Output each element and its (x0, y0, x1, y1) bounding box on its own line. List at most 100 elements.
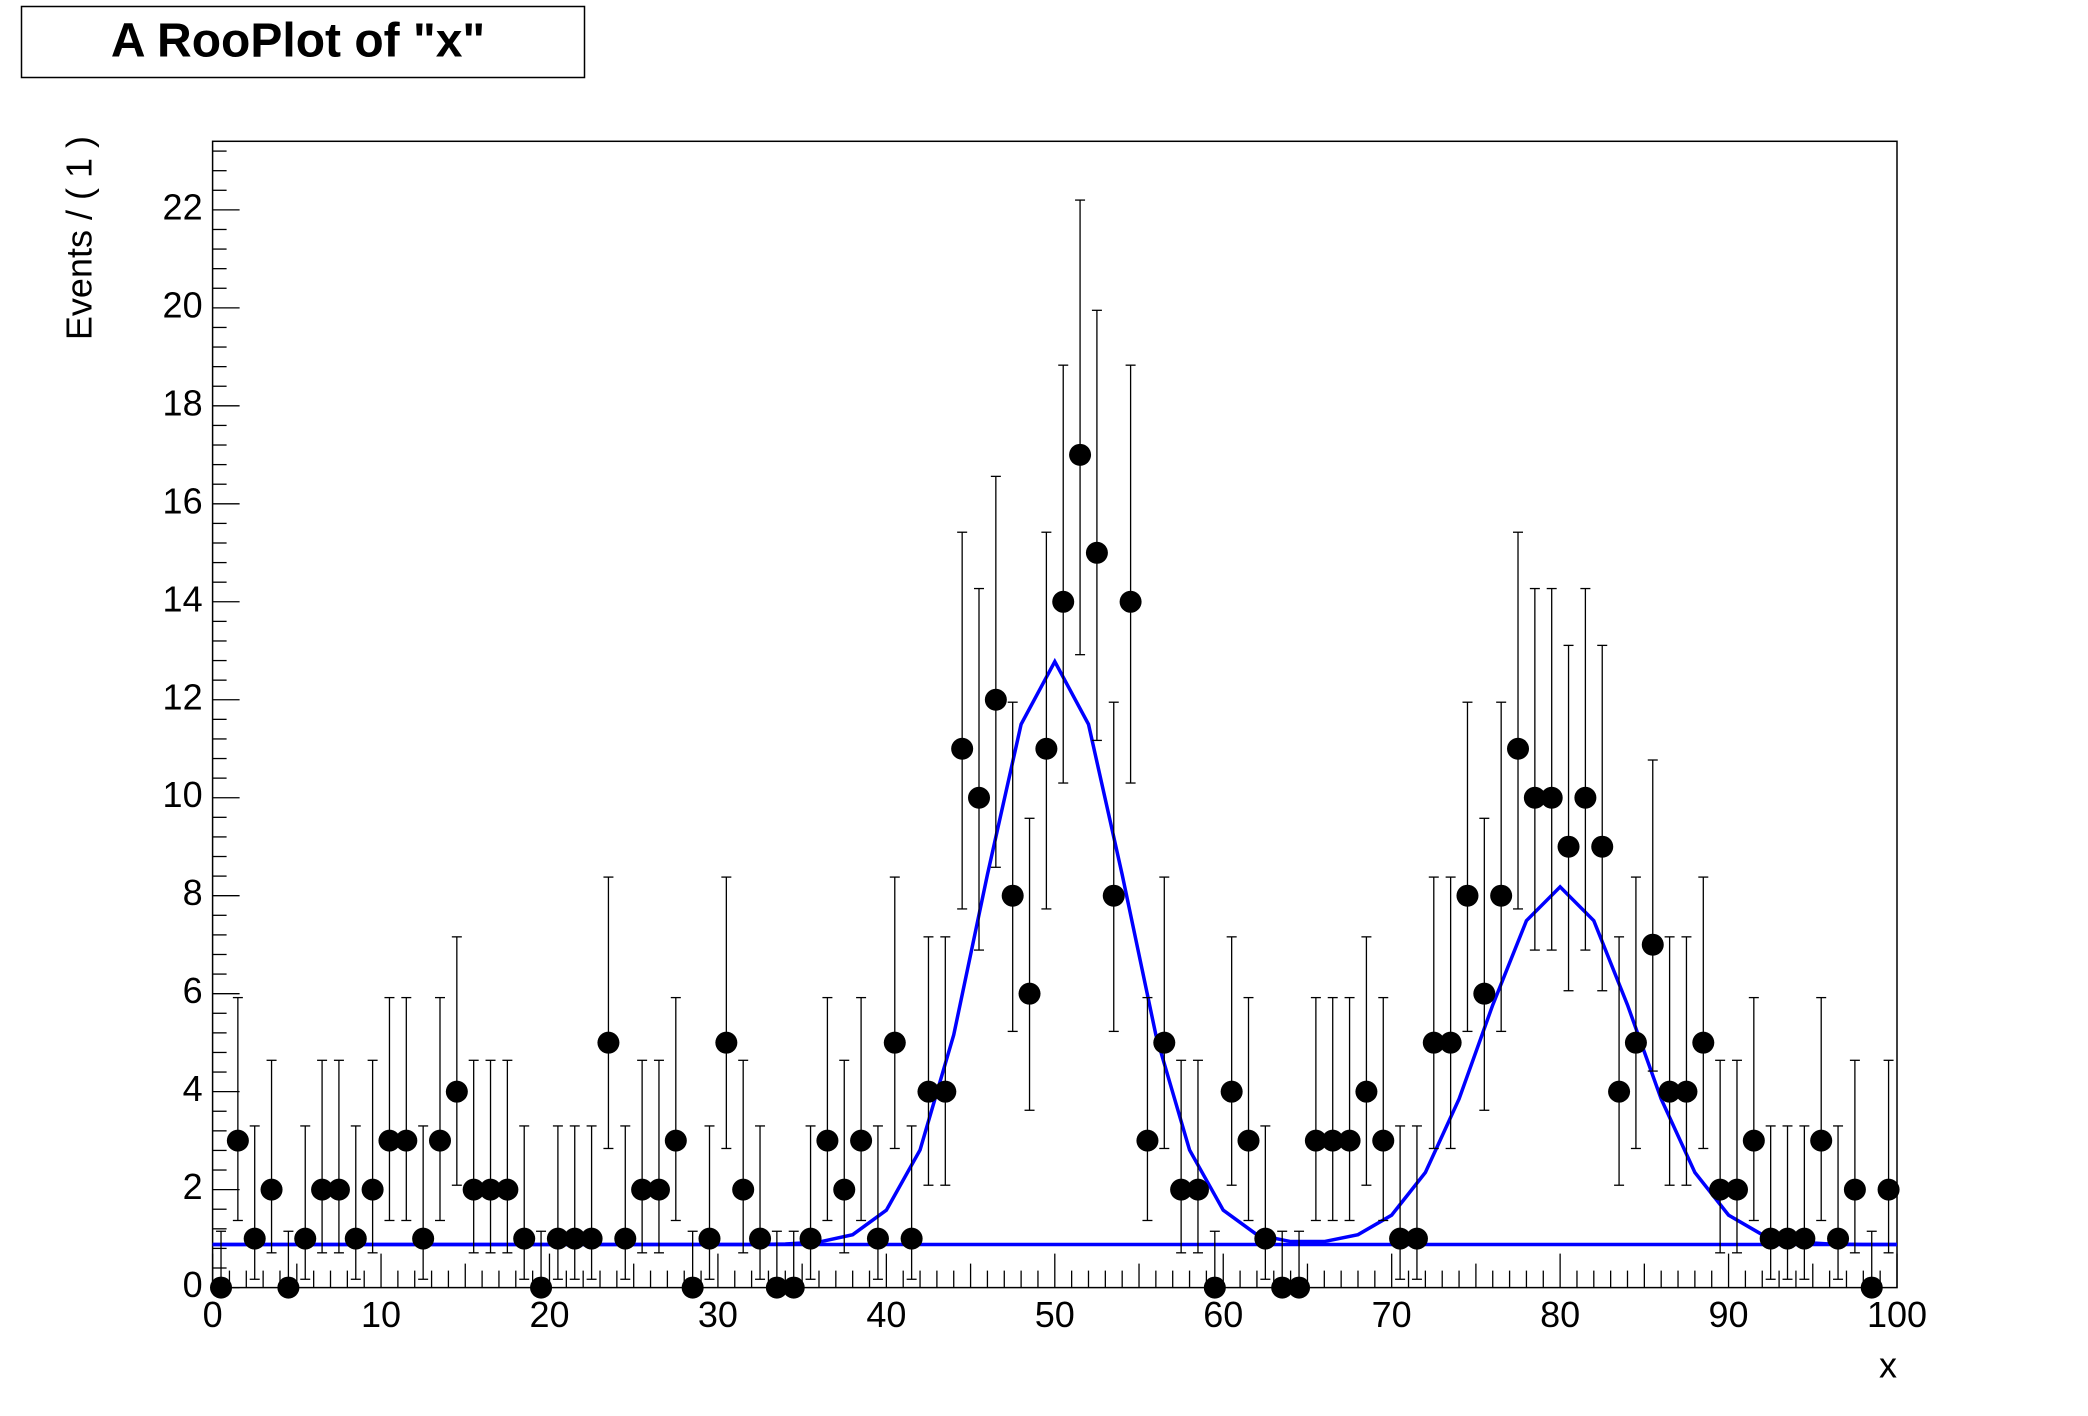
data-point (479, 1178, 502, 1201)
error-bar (266, 1059, 277, 1254)
data-point (1338, 1129, 1361, 1152)
x-tick-label: 80 (1540, 1294, 1580, 1335)
error-bar (1091, 309, 1102, 742)
error-bar (1715, 1059, 1726, 1254)
error-bar (1748, 996, 1759, 1222)
data-point (1574, 786, 1597, 809)
error-bar (1327, 996, 1338, 1222)
data-point (243, 1227, 266, 1250)
error-bar (923, 936, 934, 1186)
error-bar (1041, 531, 1052, 910)
data-point (1759, 1227, 1782, 1250)
error-bar (249, 1125, 260, 1280)
error-bar (519, 1125, 530, 1280)
x-tick-label: 20 (529, 1294, 569, 1335)
data-point (260, 1178, 283, 1201)
error-bar (350, 1125, 361, 1280)
data-point (732, 1178, 755, 1201)
data-point (1035, 737, 1058, 760)
y-tick-label: 14 (163, 578, 203, 619)
data-point (816, 1129, 839, 1152)
error-bar (1647, 759, 1658, 1072)
data-point (1001, 884, 1024, 907)
data-point (1018, 982, 1041, 1005)
data-point (799, 1227, 822, 1250)
error-bar (1782, 1125, 1793, 1280)
y-tick-label: 8 (183, 872, 203, 913)
error-bar (872, 1125, 883, 1280)
data-point (1709, 1178, 1732, 1201)
error-bar (1361, 936, 1372, 1186)
data-point (1742, 1129, 1765, 1152)
data-point (1220, 1080, 1243, 1103)
error-bar (1833, 1125, 1844, 1280)
data-point (546, 1227, 569, 1250)
data-point (1355, 1080, 1378, 1103)
error-bar (1428, 876, 1439, 1150)
data-point (1877, 1178, 1900, 1201)
data-point (631, 1178, 654, 1201)
error-bar (1496, 701, 1507, 1033)
error-bar (502, 1059, 513, 1254)
data-point (1237, 1129, 1260, 1152)
error-bar (569, 1125, 580, 1280)
error-bar (586, 1125, 597, 1280)
error-bar (1226, 936, 1237, 1186)
data-point (900, 1227, 923, 1250)
error-bar (889, 876, 900, 1150)
error-bar (367, 1059, 378, 1254)
data-point (1119, 590, 1142, 613)
y-tick-label: 10 (163, 774, 203, 815)
title-box (20, 5, 586, 79)
data-point (968, 786, 991, 809)
error-bar (1075, 199, 1086, 656)
error-bar (1445, 876, 1456, 1150)
error-bar (738, 1059, 749, 1254)
plot-frame (211, 140, 1898, 1289)
error-bar (1597, 644, 1608, 992)
error-bar (384, 996, 395, 1222)
error-bar (1260, 1125, 1271, 1280)
data-point (1658, 1080, 1681, 1103)
y-tick-label: 16 (163, 480, 203, 521)
error-bar (1176, 1059, 1187, 1254)
data-point (361, 1178, 384, 1201)
data-point (1439, 1031, 1462, 1054)
error-bar (990, 475, 1001, 868)
data-point (1557, 835, 1580, 858)
error-bar (805, 1125, 816, 1280)
x-axis-label: x (1879, 1345, 1897, 1386)
data-point (294, 1227, 317, 1250)
data-point (1052, 590, 1075, 613)
error-bar (1664, 936, 1675, 1186)
error-bar (1024, 817, 1035, 1111)
error-bar (434, 996, 445, 1222)
data-point (1473, 982, 1496, 1005)
error-bar (839, 1059, 850, 1254)
error-bar (906, 1125, 917, 1280)
error-bar (401, 996, 412, 1222)
chart-title: A RooPlot of "x" (111, 15, 485, 68)
x-tick-label: 100 (1867, 1294, 1927, 1335)
error-bar (1816, 996, 1827, 1222)
error-bar (1142, 996, 1153, 1222)
error-bar (1344, 996, 1355, 1222)
data-point (1153, 1031, 1176, 1054)
error-bar (1479, 817, 1490, 1111)
error-bar (1310, 996, 1321, 1222)
error-bar (1243, 996, 1254, 1222)
data-point (917, 1080, 940, 1103)
data-point (395, 1129, 418, 1152)
error-bar (1799, 1125, 1810, 1280)
error-bar (333, 1059, 344, 1254)
data-point (513, 1227, 536, 1250)
error-bar (670, 996, 681, 1222)
data-point (1102, 884, 1125, 907)
data-point (1843, 1178, 1866, 1201)
data-point (311, 1178, 334, 1201)
data-point (850, 1129, 873, 1152)
x-tick-label: 90 (1709, 1294, 1749, 1335)
data-point (327, 1178, 350, 1201)
error-bar (1462, 701, 1473, 1033)
